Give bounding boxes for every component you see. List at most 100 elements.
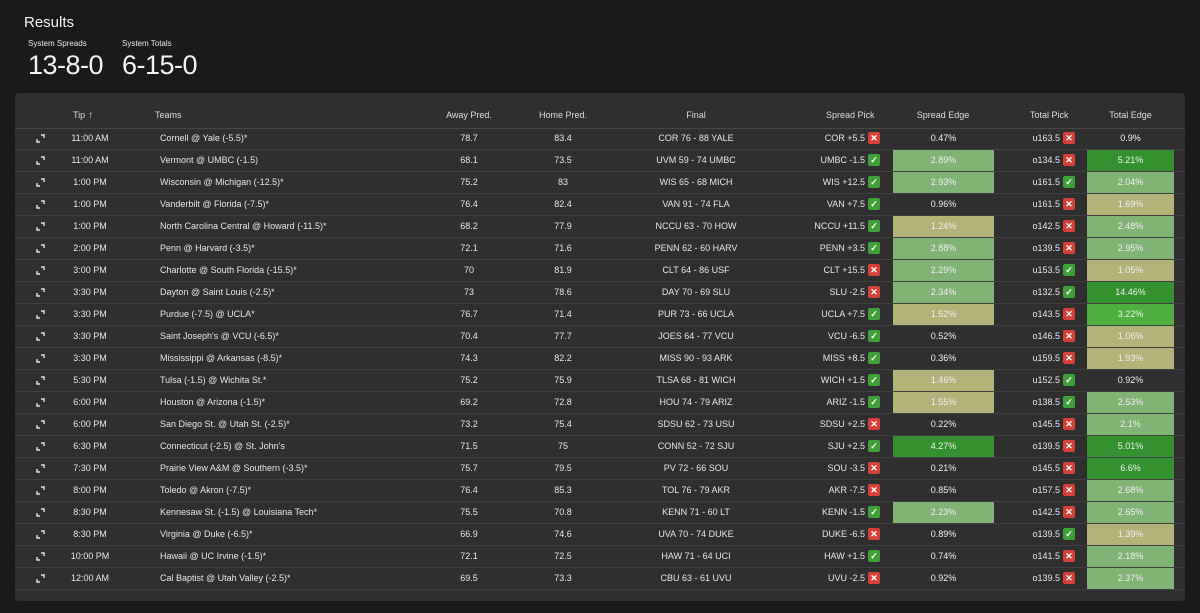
expand-icon[interactable] — [36, 376, 45, 385]
check-icon: ✓ — [1063, 286, 1075, 298]
table-row[interactable]: 5:30 PM Tulsa (-1.5) @ Wichita St.* 75.2 75… — [15, 370, 1185, 392]
total-edge-cell: 2.1% — [1087, 414, 1174, 435]
expand-icon[interactable] — [36, 574, 45, 583]
total-edge-cell: 2.48% — [1087, 216, 1174, 237]
table-row[interactable]: 8:00 PM Toledo @ Akron (-7.5)* 76.4 85.3 TOL… — [15, 480, 1185, 502]
tip-time: 1:00 PM — [73, 221, 107, 231]
table-row[interactable]: 3:30 PM Dayton @ Saint Louis (-2.5)* 73 78.… — [15, 282, 1185, 304]
home-pred-cell: 73.5 — [554, 155, 572, 165]
table-row[interactable]: 8:30 PM Virginia @ Duke (-6.5)* 66.9 74.6 UV… — [15, 524, 1185, 546]
expand-icon[interactable] — [36, 156, 45, 165]
table-row[interactable]: 8:30 PM Kennesaw St. (-1.5) @ Louisiana T… — [15, 502, 1185, 524]
spread-edge-cell: 1.55% — [893, 392, 994, 413]
expand-icon[interactable] — [36, 200, 45, 209]
total-pick-cell: o139.5 — [1032, 243, 1060, 253]
spread-edge-cell: 4.27% — [893, 436, 994, 457]
expand-icon[interactable] — [36, 310, 45, 319]
spread-pick-cell: COR +5.5 — [824, 133, 865, 143]
column-header-tip[interactable]: Tip ↑ — [73, 93, 93, 128]
total-edge-cell: 2.18% — [1087, 546, 1174, 567]
expand-icon[interactable] — [36, 420, 45, 429]
x-icon: ✕ — [868, 484, 880, 496]
expand-icon[interactable] — [36, 398, 45, 407]
spread-pick-cell: UCLA +7.5 — [821, 309, 865, 319]
expand-icon[interactable] — [36, 464, 45, 473]
total-pick-cell: o139.5 — [1032, 573, 1060, 583]
expand-icon[interactable] — [36, 332, 45, 341]
table-row[interactable]: 10:00 PM Hawaii @ UC Irvine (-1.5)* 72.1 72… — [15, 546, 1185, 568]
table-row[interactable]: 11:00 AM Cornell @ Yale (-5.5)* 78.7 83.4 CO… — [15, 128, 1185, 150]
expand-icon[interactable] — [36, 530, 45, 539]
table-row[interactable]: 7:30 PM Prairie View A&M @ Southern (-3.5… — [15, 458, 1185, 480]
system-totals-stat: System Totals 6-15-0 — [122, 39, 198, 81]
final-score-cell: CONN 52 - 72 SJU — [657, 441, 735, 451]
expand-icon[interactable] — [36, 486, 45, 495]
arrow-up-icon[interactable]: ↑ — [88, 110, 94, 121]
column-header-total-edge[interactable]: Total Edge — [1109, 110, 1152, 120]
table-row[interactable]: 6:00 PM San Diego St. @ Utah St. (-2.5)* 7… — [15, 414, 1185, 436]
spread-pick-cell: SDSU +2.5 — [819, 419, 865, 429]
home-pred-cell: 75.9 — [554, 375, 572, 385]
teams-cell: Vermont @ UMBC (-1.5) — [160, 155, 259, 165]
x-icon: ✕ — [1063, 506, 1075, 518]
table-row[interactable]: 3:30 PM Mississippi @ Arkansas (-8.5)* 74.… — [15, 348, 1185, 370]
table-row[interactable]: 3:30 PM Purdue (-7.5) @ UCLA* 76.7 71.4 PUR … — [15, 304, 1185, 326]
tip-time: 6:30 PM — [73, 441, 107, 451]
column-header-teams[interactable]: Teams — [155, 110, 182, 120]
away-pred-cell: 70 — [463, 265, 474, 275]
expand-icon[interactable] — [36, 552, 45, 561]
column-header-spread-pick[interactable]: Spread Pick — [826, 110, 875, 120]
expand-icon[interactable] — [36, 508, 45, 517]
expand-icon[interactable] — [36, 222, 45, 231]
check-icon: ✓ — [1063, 264, 1075, 276]
spread-edge-cell: 2.88% — [893, 238, 994, 259]
expand-icon[interactable] — [36, 354, 45, 363]
total-pick-cell: o146.5 — [1032, 331, 1060, 341]
spread-pick-cell: HAW +1.5 — [824, 551, 865, 561]
column-header-spread-edge[interactable]: Spread Edge — [916, 110, 970, 120]
table-row[interactable]: 6:30 PM Connecticut (-2.5) @ St. John's 71… — [15, 436, 1185, 458]
expand-icon[interactable] — [36, 134, 45, 143]
final-score-cell: UVM 59 - 74 UMBC — [656, 155, 736, 165]
x-icon: ✕ — [1063, 242, 1075, 254]
total-pick-cell: u153.5 — [1032, 265, 1060, 275]
spread-edge-cell: 2.93% — [893, 172, 994, 193]
table-row[interactable]: 2:00 PM Penn @ Harvard (-3.5)* 72.1 71.6 PEN… — [15, 238, 1185, 260]
home-pred-cell: 82.2 — [554, 353, 572, 363]
column-header-final[interactable]: Final — [686, 110, 706, 120]
total-edge-cell: 1.06% — [1087, 326, 1174, 347]
stat-label: System Spreads — [28, 39, 87, 48]
teams-cell: San Diego St. @ Utah St. (-2.5)* — [160, 419, 290, 429]
expand-icon[interactable] — [36, 244, 45, 253]
table-row[interactable]: 11:00 AM Vermont @ UMBC (-1.5) 68.1 73.5 UVM… — [15, 150, 1185, 172]
spread-edge-cell: 1.52% — [893, 304, 994, 325]
total-edge-cell: 2.37% — [1087, 568, 1174, 589]
x-icon: ✕ — [868, 286, 880, 298]
expand-icon[interactable] — [36, 266, 45, 275]
column-header-away-pred[interactable]: Away Pred. — [446, 110, 492, 120]
total-pick-cell: o157.5 — [1032, 485, 1060, 495]
tip-time: 3:30 PM — [73, 331, 107, 341]
check-icon: ✓ — [868, 330, 880, 342]
away-pred-cell: 75.2 — [460, 375, 478, 385]
expand-icon[interactable] — [36, 178, 45, 187]
table-row[interactable]: 3:30 PM Saint Joseph's @ VCU (-6.5)* 70.4 7… — [15, 326, 1185, 348]
expand-icon[interactable] — [36, 442, 45, 451]
away-pred-cell: 78.7 — [460, 133, 478, 143]
spread-pick-cell: VCU -6.5 — [827, 331, 865, 341]
table-row[interactable]: 6:00 PM Houston @ Arizona (-1.5)* 69.2 72.8… — [15, 392, 1185, 414]
tip-time: 8:30 PM — [73, 529, 107, 539]
column-header-total-pick[interactable]: Total Pick — [1030, 110, 1069, 120]
table-row[interactable]: 12:00 AM Cal Baptist @ Utah Valley (-2.5)… — [15, 568, 1185, 590]
expand-icon[interactable] — [36, 288, 45, 297]
x-icon: ✕ — [1063, 330, 1075, 342]
table-row[interactable]: 1:00 PM Wisconsin @ Michigan (-12.5)* 75.2… — [15, 172, 1185, 194]
table-row[interactable]: 1:00 PM North Carolina Central @ Howard (… — [15, 216, 1185, 238]
table-row[interactable]: 1:00 PM Vanderbilt @ Florida (-7.5)* 76.4 8… — [15, 194, 1185, 216]
home-pred-cell: 81.9 — [554, 265, 572, 275]
teams-cell: Houston @ Arizona (-1.5)* — [160, 397, 266, 407]
column-header-home-pred[interactable]: Home Pred. — [538, 110, 588, 120]
table-row[interactable]: 3:00 PM Charlotte @ South Florida (-15.5)… — [15, 260, 1185, 282]
spread-edge-cell: 0.89% — [930, 529, 957, 539]
total-edge-cell: 3.22% — [1087, 304, 1174, 325]
